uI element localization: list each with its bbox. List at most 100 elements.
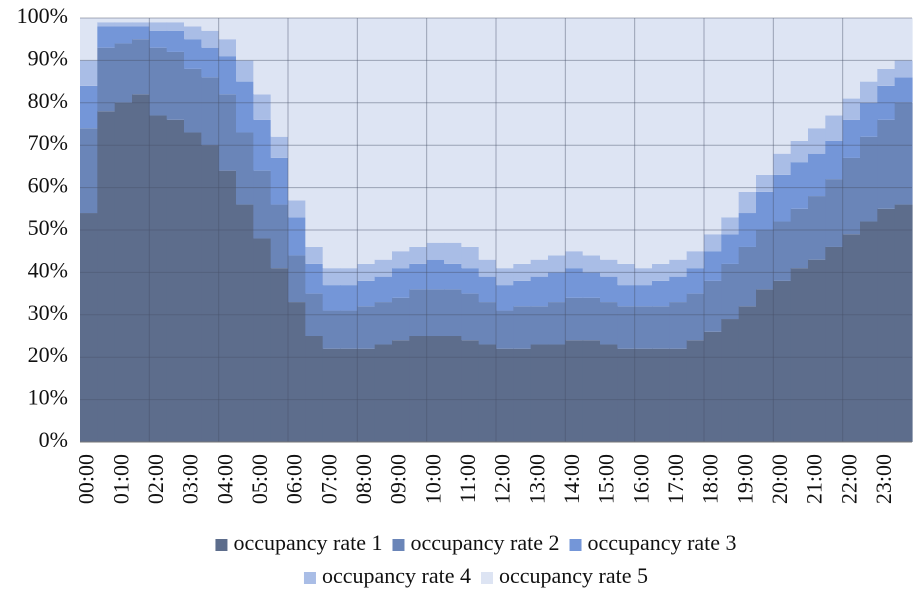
x-tick-label: 01:00: [108, 454, 133, 504]
bar-segment: [877, 119, 896, 209]
bar-segment: [444, 18, 462, 243]
bar-segment: [218, 39, 237, 57]
bar-segment: [669, 259, 688, 277]
bar-segment: [270, 204, 289, 269]
bar-segment: [548, 18, 566, 256]
bar-segment: [374, 276, 393, 303]
bar-segment: [738, 191, 757, 214]
x-tick-label: 02:00: [143, 454, 168, 504]
bar-segment: [808, 196, 826, 260]
bar-segment: [634, 268, 653, 286]
bar-segment: [374, 259, 393, 277]
bar-segment: [114, 43, 133, 103]
bar-segment: [288, 200, 306, 218]
bar-segment: [461, 340, 480, 442]
bar-segment: [860, 81, 878, 103]
x-tick-label: 19:00: [732, 454, 757, 504]
bar-segment: [426, 259, 445, 290]
bar-segment: [669, 348, 688, 442]
x-tick-label: 12:00: [490, 454, 515, 504]
legend-swatch: [303, 572, 316, 584]
legend-row: occupancy rate 1 occupancy rate 2 occupanc…: [215, 530, 737, 555]
bar-segment: [825, 115, 844, 141]
bar-segment: [97, 111, 116, 442]
bar-segment: [825, 140, 844, 180]
bar-segment: [340, 310, 358, 349]
bar-segment: [652, 280, 670, 307]
bar-segment: [530, 259, 549, 277]
bar-segment: [513, 306, 532, 349]
x-tick-label: 11:00: [455, 454, 480, 503]
bar-segment: [721, 263, 740, 320]
bar-segment: [825, 246, 844, 442]
bar-segment: [634, 18, 653, 269]
bar-segment: [686, 293, 705, 341]
y-tick-label: 60%: [28, 173, 68, 198]
bar-segment: [600, 276, 618, 303]
bar-segment: [253, 238, 272, 442]
bar-segment: [409, 336, 428, 442]
bar-segment: [704, 280, 722, 332]
bar-segment: [236, 204, 254, 442]
bar-segment: [669, 18, 688, 260]
bar-segment: [253, 94, 272, 120]
bar-segment: [600, 344, 618, 442]
bar-segment: [305, 246, 324, 264]
bar-segment: [496, 268, 514, 286]
bar-segment: [877, 85, 896, 120]
bar-segment: [652, 263, 670, 281]
x-tick-label: 05:00: [247, 454, 272, 504]
bar-segment: [218, 56, 237, 95]
bar-segment: [548, 344, 566, 442]
x-tick-label: 13:00: [524, 454, 549, 504]
bar-segment: [201, 47, 220, 78]
bar-segment: [392, 297, 410, 341]
legend-swatch: [215, 539, 228, 551]
bar-segment: [894, 60, 913, 78]
bar-segment: [253, 170, 272, 239]
bar-segment: [201, 77, 220, 146]
bar-segment: [721, 234, 740, 264]
legend-label: occupancy rate 4: [322, 563, 471, 588]
x-tick-label: 15:00: [594, 454, 619, 504]
bar-segment: [114, 22, 133, 27]
bar-segment: [860, 136, 878, 222]
bar-segment: [860, 18, 878, 82]
bar-segment: [97, 26, 116, 48]
bar-segment: [513, 348, 532, 442]
bar-segment: [132, 94, 150, 442]
y-tick-label: 100%: [17, 3, 68, 28]
bar-segment: [617, 285, 636, 307]
bar-segment: [582, 18, 601, 256]
bar-segment: [305, 263, 324, 294]
bar-segment: [617, 306, 636, 349]
legend-label: occupancy rate 5: [499, 563, 648, 588]
bar-segment: [496, 348, 514, 442]
bar-segment: [877, 68, 896, 86]
bar-segment: [166, 30, 185, 52]
bar-segment: [374, 344, 393, 442]
bar-segment: [270, 268, 289, 442]
bar-segment: [132, 39, 150, 95]
bar-segment: [340, 268, 358, 286]
bar-segment: [322, 310, 341, 349]
x-tick-label: 09:00: [386, 454, 411, 504]
bar-segment: [478, 276, 497, 303]
bar-segment: [530, 18, 549, 260]
y-tick-label: 30%: [28, 300, 68, 325]
bar-segment: [496, 285, 514, 311]
y-tick-label: 10%: [28, 385, 68, 410]
bar-segment: [149, 22, 168, 31]
bar-segment: [236, 60, 254, 82]
bar-segment: [97, 47, 116, 112]
bar-segment: [842, 98, 861, 120]
bar-segment: [565, 297, 584, 341]
bar-segment: [686, 268, 705, 294]
bar-segment: [340, 348, 358, 442]
bar-segment: [721, 217, 740, 235]
bar-segment: [478, 302, 497, 345]
x-tick-label: 23:00: [871, 454, 896, 504]
bar-segment: [184, 132, 202, 443]
bar-segment: [305, 18, 324, 247]
bar-segment: [773, 153, 792, 175]
